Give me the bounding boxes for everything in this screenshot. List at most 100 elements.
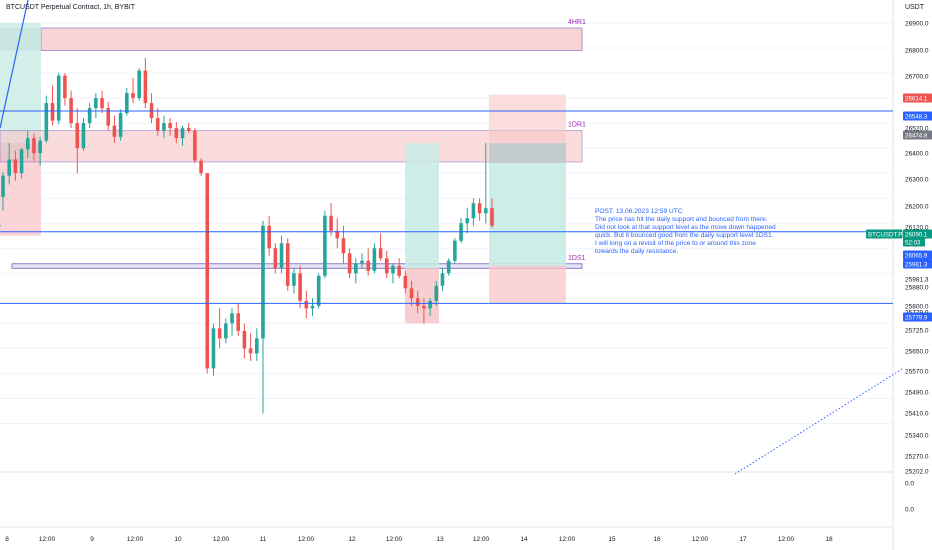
candle-body [106, 108, 111, 126]
x-tick-label: 12:00 [692, 536, 709, 543]
candle-body [453, 240, 457, 261]
price-tag-label: 26090.1 [905, 231, 928, 238]
candle [100, 90, 104, 114]
candle-body [94, 98, 98, 109]
y-tick-label: 26800.0 [905, 47, 929, 54]
green-box [0, 23, 41, 144]
candle-body [131, 93, 135, 99]
candle-body [168, 123, 172, 129]
long-position-loss-2 [489, 265, 566, 304]
candle [366, 248, 371, 276]
candle [69, 90, 73, 129]
candle-body [409, 288, 414, 299]
candle-body [335, 230, 340, 239]
candle-body [236, 313, 241, 331]
y-tick-label: 0.0 [905, 480, 914, 487]
candle [329, 203, 333, 236]
candle-body [217, 328, 222, 339]
candle [267, 215, 271, 256]
candle-body [354, 263, 358, 274]
candle-body [186, 128, 191, 131]
red-box [0, 161, 41, 236]
horizontal-lines [0, 0, 904, 475]
candle-body [434, 285, 439, 301]
candle-body [19, 149, 24, 174]
candle [19, 148, 24, 179]
price-tag: 25981.3 [903, 259, 932, 269]
candles [1, 58, 494, 414]
zone-4hr1 [40, 27, 583, 51]
candle [298, 265, 302, 309]
candle-body [372, 248, 377, 271]
price-tag: 52:03 [903, 237, 925, 247]
candle-body [261, 225, 265, 339]
candle-body [279, 243, 284, 269]
candle [434, 280, 439, 306]
x-tick-label: 8 [5, 536, 9, 543]
price-tag-label: 26474.8 [905, 132, 928, 139]
candle-body [422, 305, 426, 309]
price-tag-label: 52:03 [905, 239, 921, 246]
candle [236, 303, 241, 336]
candle [397, 258, 401, 279]
y-tick-label: 25490.0 [905, 389, 929, 396]
long-position-profit-2 [489, 143, 566, 266]
chart-grid [0, 0, 894, 550]
y-tick-label: 25880.0 [905, 284, 929, 291]
candle-body [298, 273, 302, 301]
price-tag: 26548.3 [903, 111, 932, 121]
candle-body [384, 258, 389, 274]
candle [273, 243, 278, 274]
candle [248, 333, 253, 361]
x-tick-label: 12:00 [298, 536, 315, 543]
price-tag-label: 26065.9 [905, 252, 928, 259]
price-tag-label: 26548.3 [905, 113, 928, 120]
candle [372, 243, 377, 274]
y-tick-label: 25340.0 [905, 432, 929, 439]
candle-body [446, 260, 451, 274]
price-tag: 25779.9 [903, 312, 932, 322]
candle-body [50, 103, 55, 121]
candle [118, 109, 123, 141]
candle [347, 248, 352, 279]
note-header: POST: 13.06.2023 12:59 UTC [595, 208, 683, 215]
x-tick-label: 12:00 [473, 536, 490, 543]
price-tag-bg [903, 111, 932, 121]
y-tick-label: 26400.0 [905, 150, 929, 157]
candle [186, 123, 191, 134]
candle-body [63, 75, 67, 99]
x-tick-label: 12:00 [386, 536, 403, 543]
x-tick-label: 12:00 [39, 536, 56, 543]
candle-body [174, 128, 179, 139]
candle [87, 103, 92, 129]
price-tag-bg [903, 229, 932, 239]
projection-line [734, 367, 904, 475]
candle [484, 143, 488, 224]
candle-body [391, 265, 395, 274]
candle [465, 208, 470, 234]
candle [261, 220, 265, 414]
price-tag-bg [903, 237, 925, 247]
candle [459, 218, 463, 244]
candle [180, 125, 185, 146]
candle-body [100, 98, 104, 109]
zone-label: 1DR1 [568, 122, 586, 129]
candle [453, 238, 457, 264]
y-tick-label: 0.0 [905, 506, 914, 513]
candle [490, 198, 494, 229]
price-tag-label: BTCUSDT.P [868, 231, 902, 238]
candle-body [440, 273, 445, 286]
candle-body [484, 208, 488, 214]
candle-body [1, 175, 5, 197]
price-tag-bg [903, 250, 932, 260]
candle-body [292, 273, 296, 286]
candle-body [112, 125, 117, 137]
candle-body [341, 238, 346, 254]
candle [211, 323, 216, 376]
candle [477, 198, 482, 221]
candle-body [347, 253, 352, 274]
y-tick-label: 25725.0 [905, 327, 929, 334]
price-tag: 26614.1 [903, 93, 932, 103]
candle [75, 108, 80, 174]
